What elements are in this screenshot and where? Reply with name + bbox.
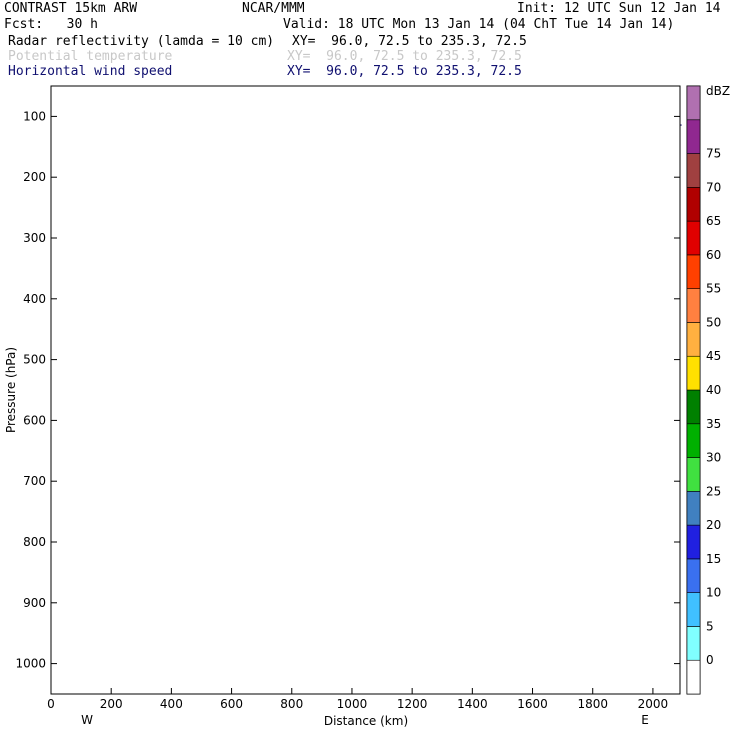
field-label-theta: Potential temperature <box>8 49 173 64</box>
x-tick-label: 800 <box>280 697 303 711</box>
x-tick-label: 1000 <box>337 697 368 711</box>
colorbar-swatch <box>686 85 701 121</box>
dbz-colorbar: 0 5 10 15 20 25 30 35 40 45 50 55 60 65 70 75 dBZ <box>686 84 730 695</box>
valid-time: Valid: 18 UTC Mon 13 Jan 14 (04 ChT Tue … <box>283 17 675 32</box>
y-tick-label: 800 <box>23 535 46 549</box>
colorbar-label: 75 <box>706 147 721 161</box>
colorbar-label: 15 <box>706 552 721 566</box>
y-tick-label: 700 <box>23 474 46 488</box>
colorbar-label: 30 <box>706 451 721 465</box>
colorbar-label: 5 <box>706 619 714 633</box>
endpoint-left-label: W <box>81 713 93 727</box>
x-axis-label: Distance (km) <box>324 714 408 728</box>
y-tick-label: 900 <box>23 596 46 610</box>
colorbar-swatch <box>686 491 701 526</box>
org-label: NCAR/MMM <box>242 1 305 16</box>
model-title: CONTRAST 15km ARW <box>4 1 138 16</box>
x-tick-label: 600 <box>220 697 243 711</box>
colorbar-swatch <box>686 592 701 627</box>
colorbar-label: 0 <box>706 653 714 667</box>
colorbar-swatch <box>686 626 701 661</box>
x-tick-label: 1400 <box>457 697 488 711</box>
forecast-hour: Fcst: 30 h <box>4 17 98 32</box>
colorbar-label: 50 <box>706 315 721 329</box>
colorbar-label: 45 <box>706 349 721 363</box>
colorbar-label: 25 <box>706 484 721 498</box>
colorbar-label: 55 <box>706 282 721 296</box>
colorbar-swatch <box>686 389 701 425</box>
colorbar-label: 40 <box>706 383 721 397</box>
colorbar-label: 60 <box>706 248 721 262</box>
x-tick-label: 2000 <box>638 697 669 711</box>
colorbar-label: 20 <box>706 518 721 532</box>
endpoint-right-label: E <box>641 713 649 727</box>
y-tick-label: 200 <box>23 170 46 184</box>
x-tick-label: 1600 <box>517 697 548 711</box>
plot-header: CONTRAST 15km ARW NCAR/MMM Init: 12 UTC … <box>0 0 740 82</box>
colorbar-swatch <box>686 457 701 492</box>
colorbar-swatch <box>686 558 701 593</box>
colorbar-swatch <box>686 187 701 222</box>
colorbar-label: 65 <box>706 214 721 228</box>
y-tick-label: 600 <box>23 413 46 427</box>
colorbar-swatch <box>686 288 701 323</box>
field-xy-reflectivity: XY= 96.0, 72.5 to 235.3, 72.5 <box>292 34 527 49</box>
colorbar-label: 35 <box>706 417 721 431</box>
field-label-wind: Horizontal wind speed <box>8 64 173 79</box>
colorbar-swatch <box>686 220 701 256</box>
y-axis-label: Pressure (hPa) <box>4 347 18 433</box>
y-tick-label: 100 <box>23 109 46 123</box>
colorbar-swatch <box>686 355 701 391</box>
plot-frame <box>50 85 681 695</box>
colorbar-label: 70 <box>706 180 721 194</box>
colorbar-swatch <box>686 524 701 560</box>
colorbar-label: 10 <box>706 586 721 600</box>
colorbar-title: dBZ <box>706 84 730 98</box>
colorbar-swatch <box>686 423 701 458</box>
y-tick-label: 300 <box>23 231 46 245</box>
colorbar-swatch <box>686 254 701 289</box>
plot-area <box>51 86 680 694</box>
x-tick-label: 200 <box>100 697 123 711</box>
colorbar-swatch <box>686 322 701 357</box>
field-label-reflectivity: Radar reflectivity (lamda = 10 cm) <box>8 34 275 49</box>
field-xy-theta: XY= 96.0, 72.5 to 235.3, 72.5 <box>287 49 522 64</box>
colorbar-swatch <box>686 659 701 695</box>
axes: 100 200 300 400 500 600 700 800 900 1000 0 200 400 60… <box>15 85 681 711</box>
init-time: Init: 12 UTC Sun 12 Jan 14 <box>517 1 721 16</box>
x-tick-label: 0 <box>47 697 55 711</box>
x-tick-label: 400 <box>160 697 183 711</box>
x-tick-label: 1800 <box>577 697 608 711</box>
colorbar-swatch <box>686 119 701 154</box>
field-xy-wind: XY= 96.0, 72.5 to 235.3, 72.5 <box>287 64 522 79</box>
colorbar-swatch <box>686 153 701 188</box>
x-tick-label: 1200 <box>397 697 428 711</box>
y-tick-label: 1000 <box>15 657 46 671</box>
y-tick-label: 500 <box>23 353 46 367</box>
y-tick-label: 400 <box>23 292 46 306</box>
